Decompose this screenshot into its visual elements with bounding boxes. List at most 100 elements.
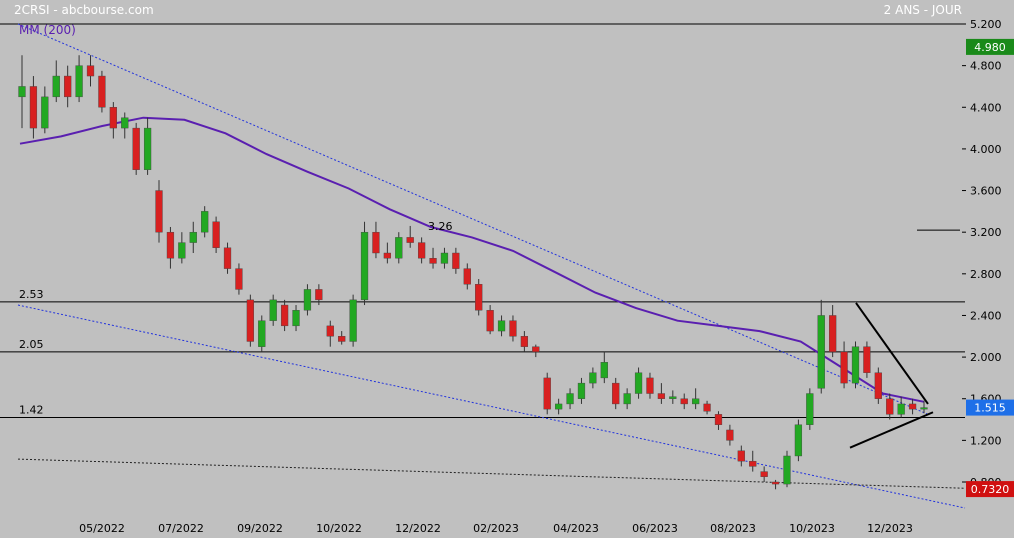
candle-body: [771, 481, 780, 485]
x-axis: 05/2022 07/2022 09/2022 10/2022 12/2022 02/20…: [79, 522, 913, 535]
candle-body: [75, 65, 83, 98]
candle-body: [406, 237, 414, 243]
y-tick-label: 2.000: [970, 351, 1002, 364]
candle-body: [532, 346, 540, 353]
candle-body: [212, 221, 220, 248]
candle-body: [178, 242, 186, 259]
candle-body: [303, 289, 312, 311]
candle-body: [258, 320, 266, 347]
candle-body: [623, 393, 631, 405]
upper-trend-line: [17, 23, 929, 415]
annotations: 3.26: [428, 220, 453, 233]
x-tick-label: 07/2022: [158, 522, 204, 535]
candle-body: [29, 86, 38, 129]
y-tick-label: 4.400: [970, 101, 1002, 114]
candle-body: [737, 450, 745, 462]
candle-body: [692, 398, 700, 405]
candle-body: [874, 372, 882, 399]
candle-body: [680, 398, 688, 405]
candle-body: [246, 299, 254, 342]
candle-body: [749, 460, 757, 467]
candle-body: [360, 231, 369, 301]
candle-body: [577, 382, 586, 399]
y-tick-label: 1.200: [970, 434, 1002, 447]
x-tick-label: 05/2022: [79, 522, 125, 535]
y-tick-label: 3.200: [970, 226, 1002, 239]
candle-body: [600, 362, 608, 379]
price-badges: 4.980 1.515 0.7320: [966, 38, 1014, 498]
x-tick-label: 08/2023: [710, 522, 756, 535]
candle-body: [920, 407, 928, 410]
level-label: 2.53: [19, 288, 44, 301]
support-dotted-line: [17, 458, 966, 489]
candle-body: [166, 231, 175, 259]
price-badge: [966, 481, 1014, 498]
candle-body: [463, 268, 471, 285]
candle-body: [806, 393, 814, 425]
x-tick-label: 09/2022: [237, 522, 283, 535]
triangle-lower-line: [849, 411, 934, 449]
price-badge-label: 4.980: [974, 41, 1006, 54]
candle-body: [726, 429, 734, 441]
candle-body: [497, 320, 506, 332]
x-tick-label: 12/2022: [395, 522, 441, 535]
peak-annotation: 3.26: [428, 220, 453, 233]
candle-body: [840, 351, 848, 384]
candle-body: [669, 396, 677, 399]
candle-body: [886, 398, 894, 415]
y-tick-label: 4.800: [970, 60, 1002, 73]
ticker-label: 2CRSI: [14, 3, 50, 17]
candle-body: [109, 107, 117, 129]
x-tick-label: 06/2023: [632, 522, 678, 535]
candle-body: [760, 471, 768, 477]
candle-body: [269, 299, 277, 321]
lower-trend-line: [17, 304, 966, 509]
moving-average-label: MM (200): [19, 23, 76, 37]
candle-body: [475, 284, 483, 311]
candle-body: [280, 304, 289, 327]
x-tick-label: 10/2023: [789, 522, 835, 535]
y-axis: 5.200 4.800 4.400 4.000 3.600 3.200 2.800 2.400…: [962, 18, 1002, 489]
price-badge: [966, 38, 1014, 55]
candle-body: [703, 403, 711, 412]
candle-body: [338, 336, 346, 342]
y-tick-label: 4.000: [970, 143, 1002, 156]
candle-body: [349, 299, 357, 342]
candle-body: [223, 247, 232, 269]
candle-body: [189, 231, 197, 243]
candle-body: [509, 320, 517, 337]
candle-body: [326, 325, 334, 337]
candle-body: [634, 372, 643, 394]
level-label: 2.05: [19, 338, 44, 351]
candle-body: [155, 190, 163, 233]
candle-body: [566, 393, 574, 405]
x-tick-label: 02/2023: [473, 522, 519, 535]
candle-body: [543, 377, 551, 410]
candle-body: [372, 231, 380, 254]
candle-body: [64, 75, 72, 98]
candle-body: [486, 310, 494, 332]
candle-body: [201, 211, 209, 233]
horizontal-levels: 2.53 2.05 1.42: [0, 229, 965, 418]
y-tick-label: 3.600: [970, 185, 1002, 198]
candle-body: [235, 268, 243, 290]
candle-body: [52, 75, 60, 98]
candle-body: [520, 336, 529, 347]
candle-body: [783, 455, 791, 485]
candle-body: [429, 258, 437, 264]
y-tick-label: 5.200: [970, 18, 1002, 31]
level-label: 1.42: [19, 403, 44, 416]
candle-body: [908, 403, 917, 410]
price-badge-label: 0.7320: [971, 483, 1010, 496]
candle-body: [897, 403, 905, 415]
candle-body: [440, 252, 449, 264]
x-tick-label: 04/2023: [553, 522, 599, 535]
trend-lines: [17, 23, 966, 509]
chart-source-header: 2CRSI - abcbourse.com: [14, 3, 154, 17]
candle-body: [863, 346, 871, 373]
moving-average-path: [19, 116, 925, 403]
candle-body: [18, 86, 26, 98]
candle-body: [452, 252, 460, 269]
candle-body: [292, 310, 300, 327]
candle-body: [657, 393, 666, 399]
